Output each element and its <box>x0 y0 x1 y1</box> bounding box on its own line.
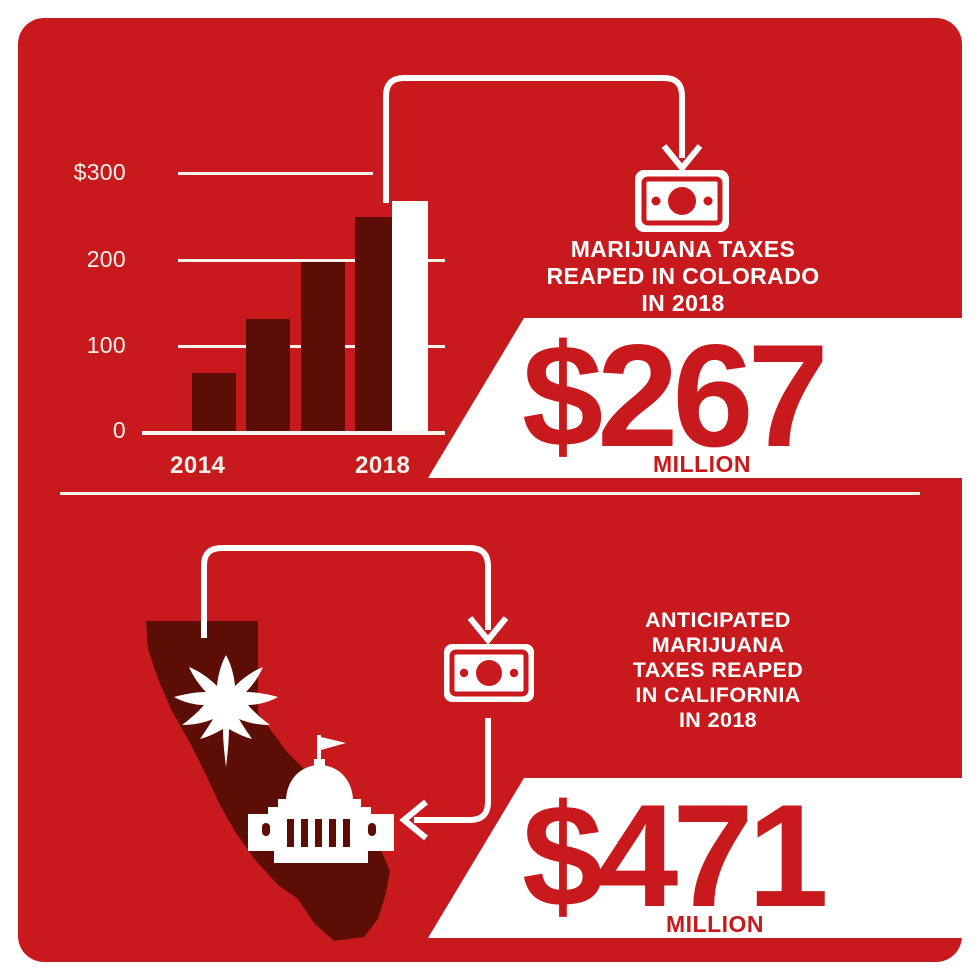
top-caption-line-1: MARIJUANA TAXES <box>570 236 796 262</box>
top-figure-unit: MILLION <box>653 451 752 477</box>
ytick-label-100: 100 <box>86 332 126 358</box>
california-graphic-group <box>128 593 428 948</box>
top-caption-line-2: REAPED IN COLORADO <box>546 263 820 289</box>
bar-2018-highlight <box>392 200 428 431</box>
bar-2014 <box>192 373 236 431</box>
bottom-figure-slab: $471 MILLION <box>398 773 962 962</box>
top-caption-line-3: IN 2018 <box>641 290 725 316</box>
gridline-200 <box>178 259 445 262</box>
capitol-building-icon <box>248 735 394 863</box>
axis-zero-line <box>142 431 445 435</box>
section-divider <box>60 492 920 495</box>
bar-2015 <box>246 318 290 431</box>
bar-2016 <box>301 261 345 431</box>
bottom-caption-line-4: IN CALIFORNIA <box>635 683 801 707</box>
bottom-figure-unit: MILLION <box>666 911 765 937</box>
infographic-card: $300 200 100 0 2014 2018 MARIJUANA TAXES… <box>18 18 962 962</box>
bottom-caption-line-3: TAXES REAPED <box>632 658 804 682</box>
slab-shape <box>428 318 962 478</box>
money-bill-icon-bottom <box>444 644 534 702</box>
bottom-figure-value: $471 <box>521 773 831 939</box>
flow-arrow-top <box>383 75 703 203</box>
flow-arrow-bottom <box>201 545 509 841</box>
bottom-caption-line-2: MARIJUANA <box>651 633 785 657</box>
bottom-caption-line-1: ANTICIPATED <box>645 608 791 632</box>
top-figure-slab: $267 MILLION <box>398 313 962 508</box>
ytick-label-300: $300 <box>73 159 126 185</box>
xtick-label-2018: 2018 <box>355 452 411 479</box>
money-bill-icon <box>635 170 729 232</box>
bottom-caption: ANTICIPATED MARIJUANA TAXES REAPED IN CA… <box>588 608 848 733</box>
top-caption: MARIJUANA TAXES REAPED IN COLORADO IN 20… <box>543 236 823 317</box>
gridline-300 <box>178 172 373 175</box>
top-figure-value: $267 <box>521 313 831 479</box>
slab-shape-bottom <box>428 778 962 938</box>
cannabis-leaf-icon <box>174 655 278 767</box>
xtick-label-2014: 2014 <box>170 452 226 479</box>
ytick-label-200: 200 <box>86 246 126 272</box>
bottom-caption-line-5: IN 2018 <box>678 708 758 732</box>
bar-2017 <box>355 216 399 431</box>
ytick-label-0: 0 <box>112 417 126 443</box>
bar-chart: $300 200 100 0 2014 2018 <box>18 18 478 488</box>
